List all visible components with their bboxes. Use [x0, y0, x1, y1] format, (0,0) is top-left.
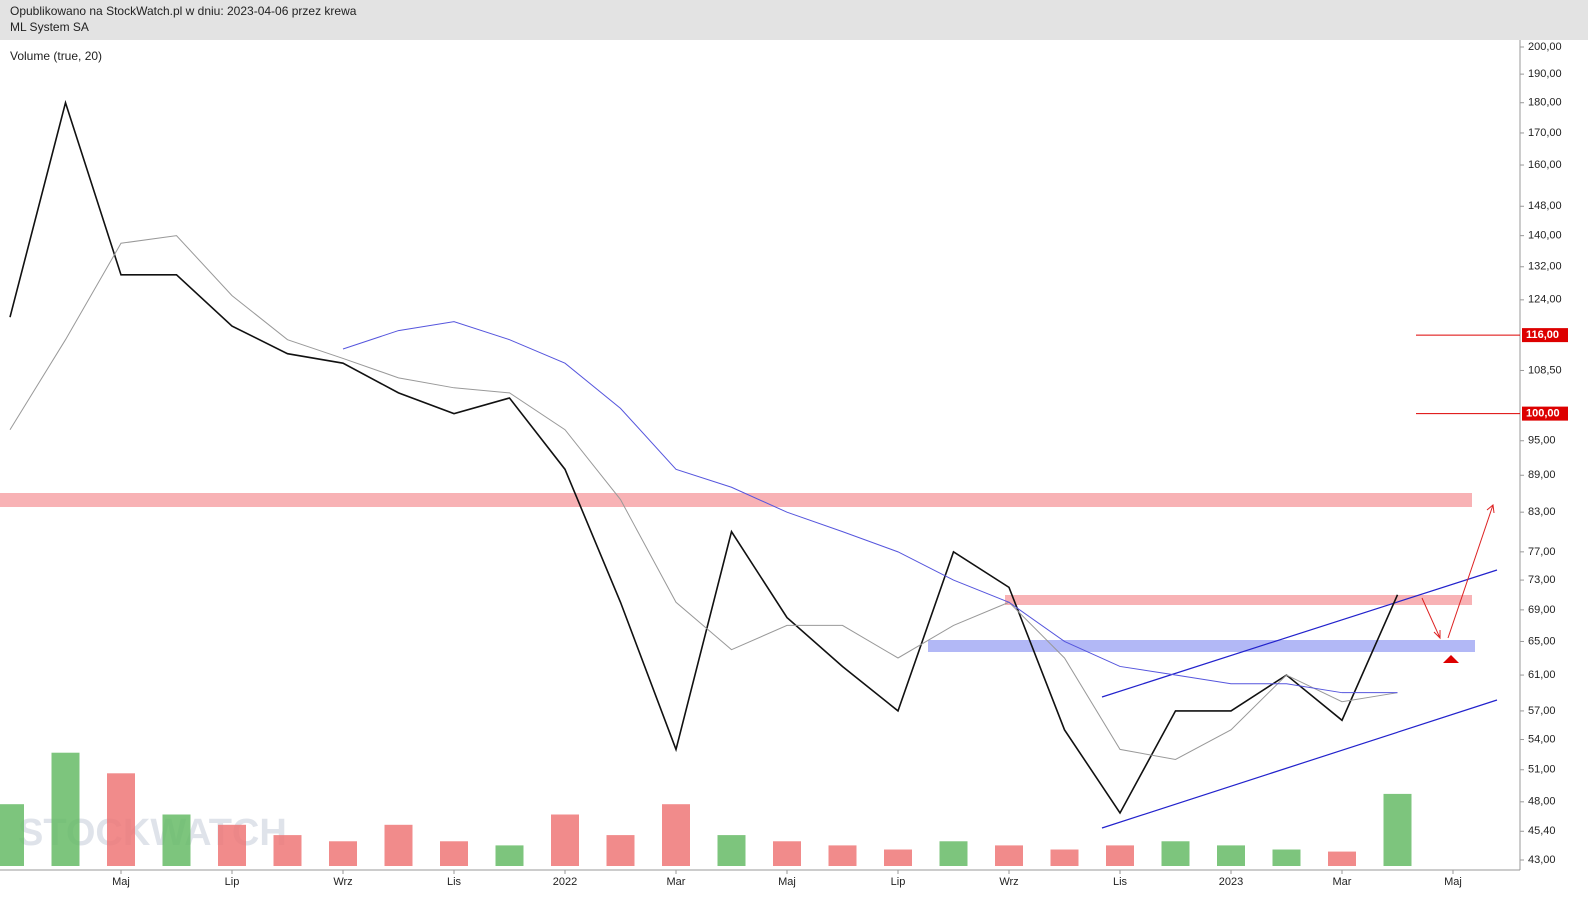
level-label: 100,00 [1526, 408, 1560, 420]
header-bar [0, 0, 1588, 40]
volume-bar [440, 841, 468, 866]
volume-bar [107, 773, 135, 866]
volume-bar [329, 841, 357, 866]
arrow [1421, 597, 1441, 639]
volume-bar [551, 814, 579, 866]
x-tick-label: Lip [225, 876, 240, 888]
x-tick-label: 2022 [553, 876, 577, 888]
y-tick-label: 83,00 [1528, 506, 1556, 518]
x-tick-label: Mar [1333, 876, 1352, 888]
y-tick-label: 54,00 [1528, 733, 1556, 745]
volume-bar [1161, 841, 1190, 866]
volume-bar [1328, 851, 1356, 866]
y-tick-label: 190,00 [1528, 68, 1562, 80]
volume-bar [939, 841, 968, 866]
indicator-label: Volume (true, 20) [10, 49, 102, 63]
volume-bar [1272, 849, 1301, 866]
volume-bar [162, 814, 191, 866]
company: ML System SA [10, 20, 89, 34]
y-tick-label: 45,40 [1528, 825, 1556, 837]
y-tick-label: 180,00 [1528, 97, 1562, 109]
resistance-band [0, 493, 1472, 507]
y-tick-label: 140,00 [1528, 230, 1562, 242]
volume-bar [218, 824, 246, 866]
volume-bar [0, 804, 24, 866]
volume-bar [384, 824, 413, 866]
volume-bar [662, 804, 690, 866]
y-tick-label: 89,00 [1528, 469, 1556, 481]
x-tick-label: Maj [112, 876, 130, 888]
y-tick-label: 132,00 [1528, 261, 1562, 273]
volume-bar [884, 849, 912, 866]
y-tick-label: 108,50 [1528, 364, 1562, 376]
volume-bar [273, 835, 302, 866]
volume-bar [1217, 845, 1245, 866]
x-tick-label: 2023 [1219, 876, 1243, 888]
x-tick-label: Maj [1444, 876, 1462, 888]
y-tick-label: 61,00 [1528, 669, 1556, 681]
resistance-band [1005, 595, 1472, 605]
y-tick-label: 57,00 [1528, 705, 1556, 717]
volume-bar [1106, 845, 1134, 866]
y-tick-label: 124,00 [1528, 294, 1562, 306]
arrow [1486, 504, 1495, 514]
x-tick-label: Maj [778, 876, 796, 888]
volume-bar [773, 841, 801, 866]
level-tag [1522, 406, 1568, 421]
price-line [9, 99, 1399, 815]
y-tick-label: 48,00 [1528, 796, 1556, 808]
x-tick-label: Lis [1113, 876, 1128, 888]
y-tick-label: 69,00 [1528, 604, 1556, 616]
volume-bar [51, 752, 80, 866]
volume-bar [495, 845, 524, 866]
x-tick-label: Wrz [999, 876, 1018, 888]
x-tick-label: Wrz [333, 876, 352, 888]
volume-bar [995, 845, 1023, 866]
published: Opublikowano na StockWatch.pl w dniu: 20… [10, 4, 357, 18]
marker [1443, 655, 1459, 663]
level-label: 116,00 [1526, 329, 1559, 341]
y-tick-label: 160,00 [1528, 159, 1562, 171]
price-line [342, 321, 1398, 694]
volume-bar [1383, 793, 1412, 866]
volume-bar [828, 845, 857, 866]
y-tick-label: 51,00 [1528, 764, 1556, 776]
x-tick-label: Lis [447, 876, 462, 888]
arrow [1433, 630, 1441, 640]
volume-bar [1050, 849, 1079, 866]
support-band [928, 640, 1475, 652]
channel-line [1101, 699, 1498, 829]
x-tick-label: Mar [667, 876, 686, 888]
x-tick-label: Lip [891, 876, 906, 888]
level-tag [1522, 328, 1568, 343]
price-line [9, 235, 1398, 761]
y-tick-label: 200,00 [1528, 41, 1562, 53]
y-tick-label: 43,00 [1528, 854, 1556, 866]
arrow [1447, 504, 1494, 639]
channel-line [1101, 569, 1498, 698]
volume-bar [606, 835, 635, 866]
volume-bar [717, 835, 746, 866]
y-tick-label: 170,00 [1528, 127, 1562, 139]
y-tick-label: 148,00 [1528, 200, 1562, 212]
y-tick-label: 65,00 [1528, 635, 1556, 647]
y-tick-label: 73,00 [1528, 574, 1556, 586]
y-tick-label: 95,00 [1528, 435, 1556, 447]
y-tick-label: 77,00 [1528, 546, 1556, 558]
